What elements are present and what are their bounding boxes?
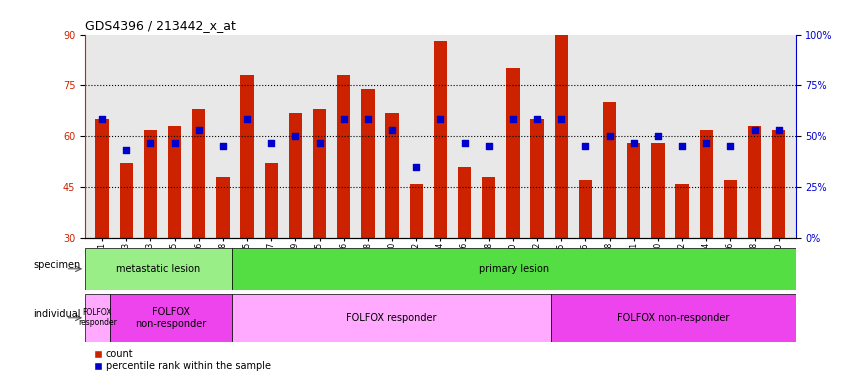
Bar xyxy=(603,103,616,238)
Point xyxy=(748,126,762,132)
Point xyxy=(337,116,351,122)
Bar xyxy=(361,89,374,238)
Bar xyxy=(482,177,495,238)
Point xyxy=(458,140,471,146)
Bar xyxy=(192,109,205,238)
Bar xyxy=(386,113,399,238)
Text: FOLFOX
non-responder: FOLFOX non-responder xyxy=(135,307,207,329)
Bar xyxy=(265,164,278,238)
Point xyxy=(676,144,689,150)
Point xyxy=(119,147,133,153)
Point xyxy=(482,144,495,150)
Point xyxy=(265,140,278,146)
Point xyxy=(434,116,448,122)
Point xyxy=(555,116,568,122)
Point xyxy=(409,164,423,170)
Bar xyxy=(579,180,592,238)
Point xyxy=(95,116,109,122)
Text: metastatic lesion: metastatic lesion xyxy=(117,264,201,274)
Point xyxy=(723,144,737,150)
Point xyxy=(191,126,205,132)
Legend: count, percentile rank within the sample: count, percentile rank within the sample xyxy=(90,346,274,375)
Bar xyxy=(85,248,232,290)
Point xyxy=(651,133,665,139)
Point xyxy=(312,140,326,146)
Point xyxy=(603,133,616,139)
Text: GDS4396 / 213442_x_at: GDS4396 / 213442_x_at xyxy=(85,19,236,32)
Point xyxy=(144,140,157,146)
Text: FOLFOX
responder: FOLFOX responder xyxy=(78,308,117,328)
Bar xyxy=(551,294,796,342)
Bar xyxy=(288,113,302,238)
Point xyxy=(506,116,520,122)
Bar xyxy=(627,143,641,238)
Bar xyxy=(313,109,326,238)
Bar xyxy=(232,248,796,290)
Text: specimen: specimen xyxy=(33,260,81,270)
Point xyxy=(579,144,592,150)
Bar xyxy=(110,294,232,342)
Bar xyxy=(676,184,688,238)
Bar xyxy=(168,126,181,238)
Bar xyxy=(95,119,109,238)
Point xyxy=(386,126,399,132)
Point xyxy=(700,140,713,146)
Point xyxy=(772,126,785,132)
Bar xyxy=(458,167,471,238)
Text: FOLFOX non-responder: FOLFOX non-responder xyxy=(617,313,729,323)
Point xyxy=(530,116,544,122)
Bar xyxy=(506,68,520,238)
Bar xyxy=(144,129,157,238)
Bar xyxy=(240,75,254,238)
Bar xyxy=(232,294,551,342)
Bar xyxy=(748,126,762,238)
Point xyxy=(216,144,230,150)
Bar xyxy=(651,143,665,238)
Bar xyxy=(555,35,568,238)
Bar xyxy=(409,184,423,238)
Text: primary lesion: primary lesion xyxy=(479,264,549,274)
Bar xyxy=(434,41,447,238)
Text: individual: individual xyxy=(33,309,81,319)
Point xyxy=(240,116,254,122)
Point xyxy=(627,140,641,146)
Point xyxy=(361,116,374,122)
Bar xyxy=(530,119,544,238)
Bar xyxy=(337,75,351,238)
Bar xyxy=(216,177,230,238)
Text: FOLFOX responder: FOLFOX responder xyxy=(346,313,437,323)
Point xyxy=(168,140,181,146)
Bar xyxy=(724,180,737,238)
Bar xyxy=(700,129,713,238)
Bar xyxy=(772,129,785,238)
Point xyxy=(288,133,302,139)
Bar xyxy=(119,164,133,238)
Bar xyxy=(85,294,110,342)
